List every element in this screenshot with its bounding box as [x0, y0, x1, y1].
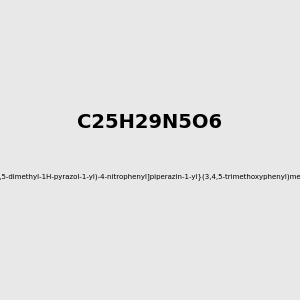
Text: {4-[3-(3,5-dimethyl-1H-pyrazol-1-yl)-4-nitrophenyl]piperazin-1-yl}(3,4,5-trimeth: {4-[3-(3,5-dimethyl-1H-pyrazol-1-yl)-4-n…: [0, 174, 300, 180]
Text: C25H29N5O6: C25H29N5O6: [77, 113, 223, 133]
